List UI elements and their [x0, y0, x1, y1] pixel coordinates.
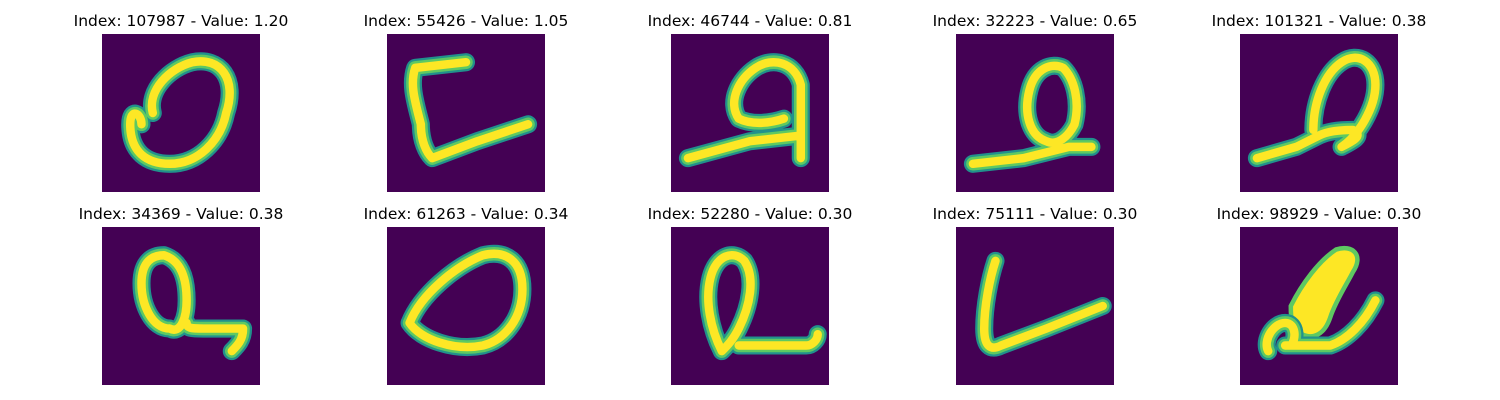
panel-9: Index: 75111 - Value: 0.30 — [915, 203, 1155, 385]
handwriting-stroke — [699, 246, 827, 361]
panel-4: Index: 32223 - Value: 0.65 — [915, 10, 1155, 192]
handwriting-stroke — [403, 53, 538, 168]
panel-title: Index: 46744 - Value: 0.81 — [647, 12, 853, 30]
handwriting-stroke — [1247, 48, 1385, 168]
panel-title: Index: 75111 - Value: 0.30 — [932, 205, 1138, 223]
panel-3: Index: 46744 - Value: 0.81 — [630, 10, 870, 192]
panel-title: Index: 34369 - Value: 0.38 — [78, 205, 284, 223]
handwriting-stroke — [963, 56, 1101, 173]
panel-title: Index: 98929 - Value: 0.30 — [1216, 205, 1422, 223]
handwriting-stroke — [975, 251, 1112, 357]
panel-title: Index: 61263 - Value: 0.34 — [363, 205, 569, 223]
handwriting-stroke — [132, 246, 253, 361]
handwriting-stroke — [678, 53, 810, 168]
panel-8: Index: 52280 - Value: 0.30 — [630, 203, 870, 385]
digit-image — [387, 34, 545, 192]
handwriting-stroke — [400, 244, 532, 356]
panel-title: Index: 52280 - Value: 0.30 — [647, 205, 853, 223]
digit-image — [956, 227, 1114, 385]
panel-title: Index: 101321 - Value: 0.38 — [1211, 12, 1427, 30]
panel-2: Index: 55426 - Value: 1.05 — [346, 10, 586, 192]
digit-image — [671, 34, 829, 192]
panel-7: Index: 61263 - Value: 0.34 — [346, 203, 586, 385]
panel-title: Index: 107987 - Value: 1.20 — [73, 12, 289, 30]
panel-title: Index: 55426 - Value: 1.05 — [363, 12, 569, 30]
handwriting-stroke — [121, 52, 239, 173]
panel-5: Index: 101321 - Value: 0.38 — [1199, 10, 1439, 192]
digit-image — [102, 34, 260, 192]
panel-10: Index: 98929 - Value: 0.30 — [1199, 203, 1439, 385]
digit-image — [671, 227, 829, 385]
digit-image — [1240, 227, 1398, 385]
handwriting-stroke — [1257, 245, 1385, 361]
digit-image — [102, 227, 260, 385]
panel-6: Index: 34369 - Value: 0.38 — [61, 203, 301, 385]
panel-title: Index: 32223 - Value: 0.65 — [932, 12, 1138, 30]
digit-image — [956, 34, 1114, 192]
digit-image — [387, 227, 545, 385]
digit-image — [1240, 34, 1398, 192]
panel-1: Index: 107987 - Value: 1.20 — [61, 10, 301, 192]
